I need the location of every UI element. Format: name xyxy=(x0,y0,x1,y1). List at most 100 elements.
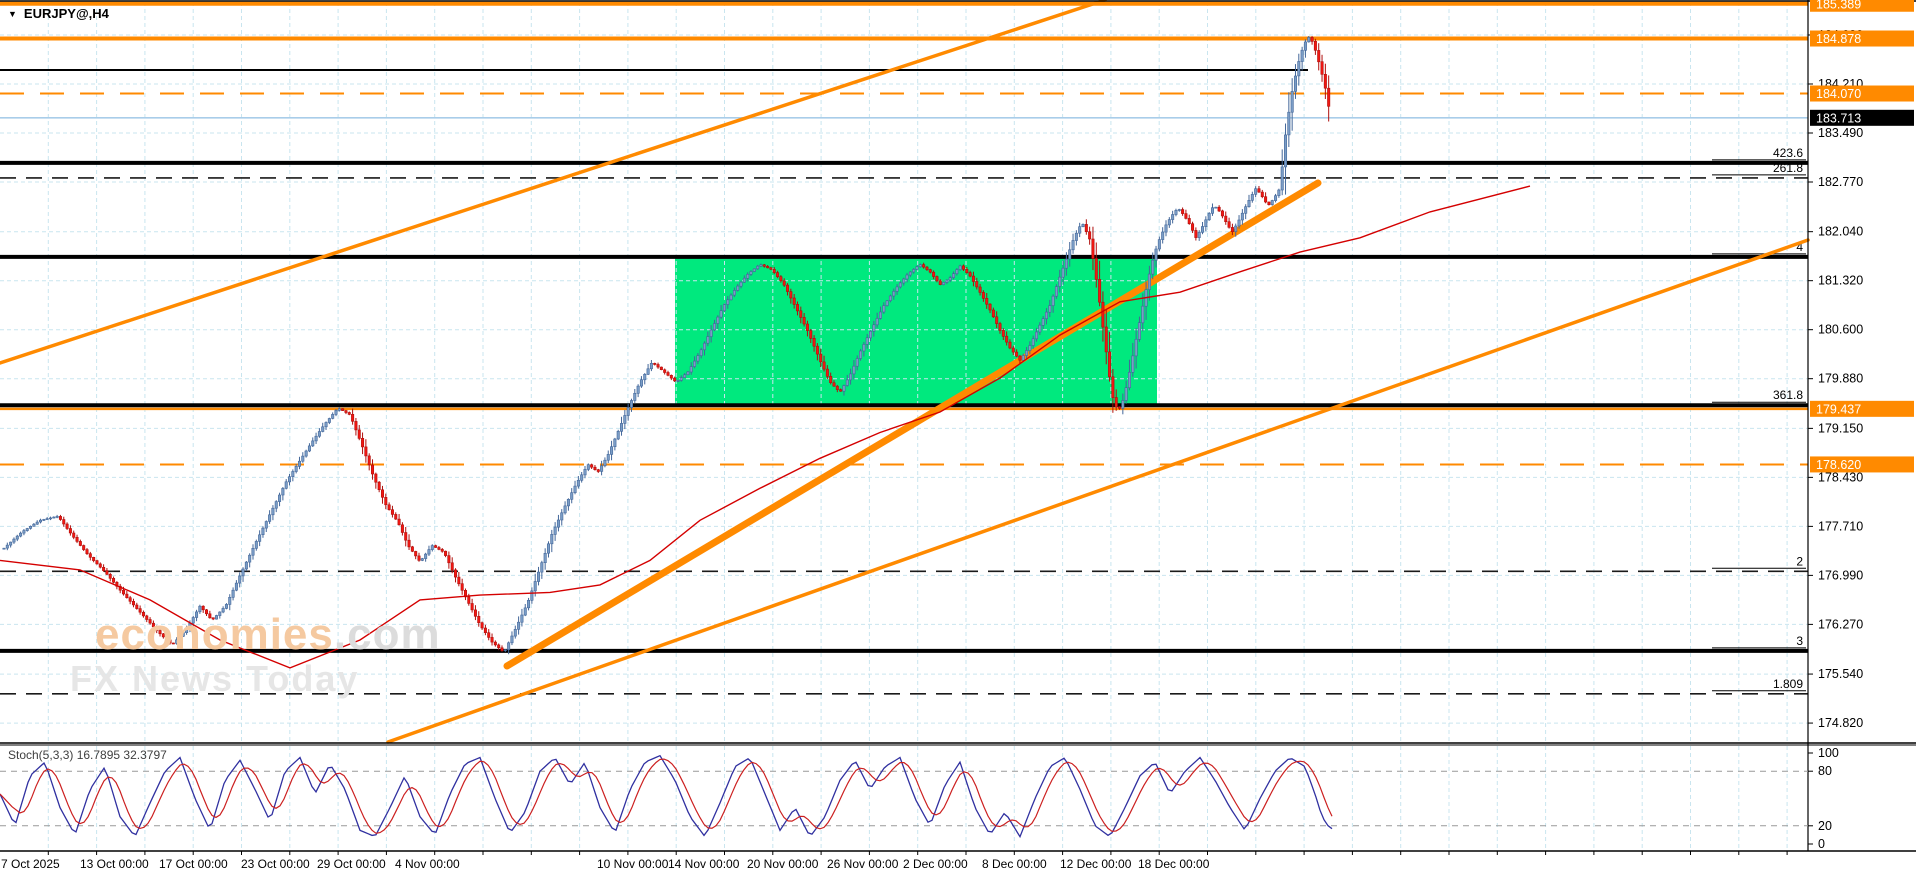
candle-body xyxy=(317,431,321,437)
price-tick-label: 179.150 xyxy=(1818,421,1863,435)
candle-body xyxy=(653,362,657,365)
orange-trendline-3[interactable] xyxy=(386,238,1810,744)
candle-body xyxy=(367,455,371,466)
candle-body xyxy=(586,464,590,470)
candle-body xyxy=(387,504,391,510)
candle-body xyxy=(948,277,952,281)
price-badge-label: 184.070 xyxy=(1816,87,1861,101)
time-axis[interactable]: 7 Oct 2025 13 Oct 00:00 17 Oct 00:00 23 Oct… xyxy=(1,851,1788,871)
candle-body xyxy=(812,337,816,347)
candle-body xyxy=(224,604,228,609)
price-tick-label: 182.040 xyxy=(1818,225,1863,239)
price-tick-label: 180.600 xyxy=(1818,323,1863,337)
candle-body xyxy=(623,415,627,424)
symbol-title[interactable]: ▼ EURJPY@,H4 xyxy=(8,6,109,21)
candle-body xyxy=(1084,224,1088,232)
price-axis[interactable]: 184.930184.210183.490182.770182.040181.3… xyxy=(1808,0,1914,851)
candle-body xyxy=(1240,212,1244,221)
candle-body xyxy=(35,521,39,525)
candle-body xyxy=(1064,258,1068,269)
candle-body xyxy=(1201,226,1205,233)
candle-body xyxy=(185,628,189,633)
candle-body xyxy=(659,366,663,371)
candle-body xyxy=(344,410,348,413)
candle-body xyxy=(1137,322,1141,340)
orange-trendline-2[interactable] xyxy=(503,179,1322,670)
candle-body xyxy=(560,512,564,521)
price-badge-label: 183.713 xyxy=(1816,111,1861,125)
candle-body xyxy=(1041,318,1045,326)
price-tick-label: 178.430 xyxy=(1818,470,1863,484)
candle-body xyxy=(795,304,799,312)
candle-body xyxy=(165,636,169,641)
candle-body xyxy=(1131,355,1135,373)
candle-body xyxy=(1260,191,1264,198)
candle-body xyxy=(732,290,736,296)
stochastic-indicator-label: Stoch(5,3,3) 16.7895 32.3797 xyxy=(8,748,167,762)
candle-body xyxy=(663,369,667,373)
candle-body xyxy=(234,582,238,591)
candle-body xyxy=(1257,188,1261,193)
moving-average-line xyxy=(0,185,1531,669)
candle-body xyxy=(337,408,341,411)
candle-body xyxy=(138,608,142,613)
candle-body xyxy=(1267,201,1271,206)
candle-body xyxy=(291,471,295,477)
candle-body xyxy=(1184,213,1188,219)
candle-body xyxy=(178,635,182,641)
date-label: 7 Oct 2025 xyxy=(1,857,60,871)
candle-body xyxy=(995,316,999,324)
candle-body xyxy=(390,509,394,515)
candle-body xyxy=(1323,74,1327,89)
candle-body xyxy=(1270,200,1274,205)
candle-body xyxy=(968,272,972,277)
candle-body xyxy=(1164,224,1168,233)
candle-body xyxy=(852,365,856,375)
candle-body xyxy=(875,318,879,326)
candle-body xyxy=(583,469,587,476)
candle-body xyxy=(1277,189,1281,196)
candle-body xyxy=(39,519,43,523)
price-badge-label: 184.878 xyxy=(1816,32,1861,46)
candle-body xyxy=(510,635,514,644)
candle-body xyxy=(1124,387,1128,401)
candle-body xyxy=(128,597,132,602)
candle-body xyxy=(1157,239,1161,250)
candle-body xyxy=(48,517,52,520)
candle-body xyxy=(324,422,328,428)
orange-trendline-1[interactable] xyxy=(0,0,1107,365)
candle-body xyxy=(88,553,92,558)
candle-body xyxy=(918,264,922,268)
price-tick-label: 176.990 xyxy=(1818,568,1863,582)
candle-body xyxy=(218,611,222,616)
stoch-k-line xyxy=(0,754,1333,839)
candle-body xyxy=(683,374,687,378)
candle-body xyxy=(58,516,62,520)
candle-body xyxy=(68,528,72,534)
candle-body xyxy=(82,545,86,550)
candle-body xyxy=(55,516,59,518)
candle-body xyxy=(304,450,308,457)
candle-body xyxy=(799,310,803,318)
candle-body xyxy=(131,600,135,606)
candle-body xyxy=(384,496,388,506)
price-badge-label: 178.620 xyxy=(1816,458,1861,472)
candle-body xyxy=(261,527,265,535)
candle-body xyxy=(1031,338,1035,346)
candle-body xyxy=(1048,305,1052,313)
green-demand-zone[interactable] xyxy=(675,257,1157,406)
candle-body xyxy=(78,541,82,546)
candle-body xyxy=(268,514,272,522)
candle-body xyxy=(786,284,790,292)
candle-body xyxy=(958,265,962,270)
candle-body xyxy=(742,277,746,283)
chevron-down-icon[interactable]: ▼ xyxy=(8,8,17,19)
candle-body xyxy=(420,558,424,561)
candle-body xyxy=(646,368,650,375)
candle-body xyxy=(490,637,494,643)
candle-body xyxy=(855,358,859,367)
candle-body xyxy=(859,350,863,359)
candle-body xyxy=(171,642,175,645)
candle-body xyxy=(533,581,537,592)
